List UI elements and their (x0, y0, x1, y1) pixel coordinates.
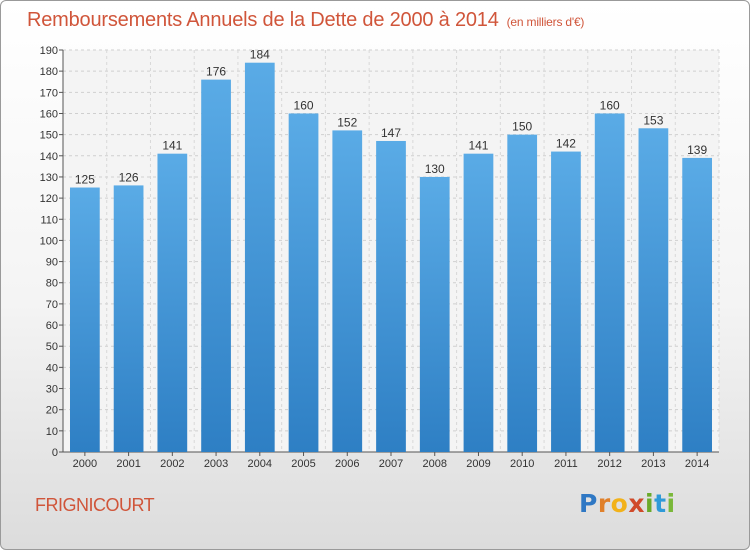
y-tick-label: 170 (40, 87, 58, 99)
x-tick-label: 2013 (641, 458, 665, 470)
y-tick-label: 30 (46, 384, 58, 396)
bar (682, 157, 713, 452)
chart-unit: (en milliers d'€) (506, 15, 585, 29)
y-tick-label: 190 (40, 45, 58, 57)
y-tick-label: 10 (46, 426, 58, 438)
commune-name: FRIGNICOURT (35, 495, 155, 515)
x-tick-label: 2014 (685, 458, 709, 470)
bar-value-label: 160 (294, 98, 314, 112)
bar-value-label: 141 (468, 139, 488, 153)
bar (201, 79, 231, 452)
labels: 0 10 20 30 40 50 60 70 80 90 100 110 120 130 140 150 160… (40, 45, 710, 470)
bar (419, 176, 450, 452)
bar (244, 62, 275, 453)
bar (376, 140, 406, 452)
y-tick-label: 90 (46, 257, 58, 269)
bar-value-label: 147 (381, 126, 401, 140)
y-tick-label: 160 (40, 108, 58, 120)
bar (463, 153, 494, 452)
y-tick-label: 20 (46, 405, 58, 417)
chart-title: Remboursements Annuels de la Dette de 20… (27, 9, 584, 32)
bar (507, 134, 538, 452)
x-tick-label: 2003 (204, 458, 228, 470)
x-tick-label: 2002 (160, 458, 184, 470)
bar (332, 130, 363, 452)
bar-value-label: 130 (425, 162, 445, 176)
bar (157, 153, 188, 452)
x-tick-label: 2000 (73, 458, 97, 470)
x-tick-label: 2007 (379, 458, 403, 470)
y-tick-label: 0 (52, 447, 58, 459)
x-tick-label: 2004 (248, 458, 272, 470)
y-tick-label: 50 (46, 341, 58, 353)
bar (69, 187, 100, 453)
bars (69, 62, 713, 453)
x-tick-label: 2011 (554, 458, 578, 470)
bar-value-label: 176 (206, 65, 226, 79)
bar-value-label: 160 (600, 98, 620, 112)
y-tick-label: 60 (46, 320, 58, 332)
y-tick-label: 100 (40, 235, 58, 247)
y-tick-label: 150 (40, 130, 58, 142)
x-tick-label: 2005 (291, 458, 315, 470)
bar-value-label: 150 (512, 120, 532, 134)
x-tick-label: 2006 (335, 458, 359, 470)
bar (638, 128, 669, 452)
chart-title-text: Remboursements Annuels de la Dette de 20… (27, 9, 499, 31)
bar-value-label: 184 (250, 48, 270, 62)
y-tick-label: 110 (40, 214, 58, 226)
proxiti-logo: Proxiti (579, 489, 676, 518)
bar-value-label: 125 (75, 173, 95, 187)
y-tick-label: 180 (40, 66, 58, 78)
bar (551, 151, 581, 452)
bar (113, 185, 144, 452)
bar (288, 113, 319, 452)
x-tick-label: 2009 (466, 458, 490, 470)
x-tick-label: 2010 (510, 458, 534, 470)
bar-value-label: 141 (162, 139, 182, 153)
y-tick-label: 130 (40, 172, 58, 184)
x-tick-label: 2012 (597, 458, 621, 470)
x-tick-label: 2008 (422, 458, 446, 470)
y-tick-label: 80 (46, 278, 58, 290)
y-tick-label: 120 (40, 193, 58, 205)
bar-value-label: 139 (687, 143, 707, 157)
bar-value-label: 153 (643, 113, 663, 127)
bar (594, 113, 625, 452)
y-tick-label: 70 (46, 299, 58, 311)
y-tick-label: 40 (46, 362, 58, 374)
x-tick-label: 2001 (116, 458, 140, 470)
bar-value-label: 126 (119, 170, 139, 184)
bar-value-label: 142 (556, 137, 576, 151)
y-tick-label: 140 (40, 151, 58, 163)
bar-value-label: 152 (337, 115, 357, 129)
